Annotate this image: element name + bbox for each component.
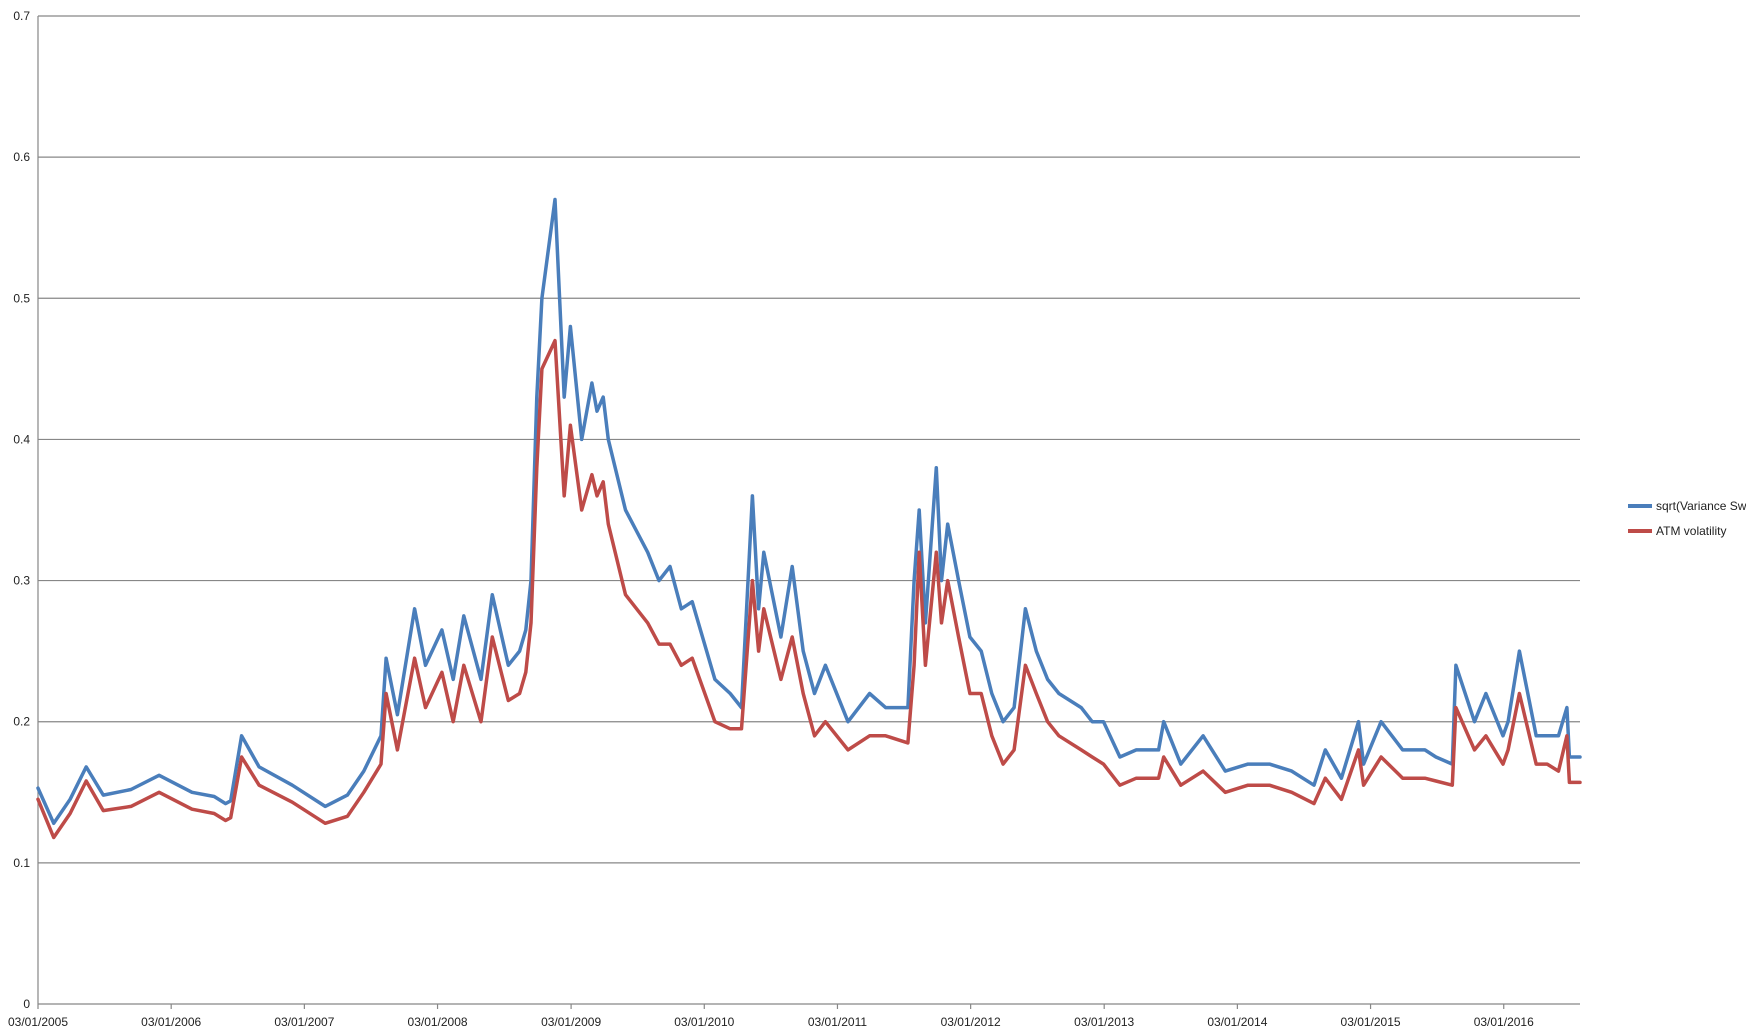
x-tick-label: 03/01/2016 xyxy=(1474,1015,1534,1029)
x-tick-label: 03/01/2007 xyxy=(274,1015,334,1029)
y-tick-label: 0.5 xyxy=(13,291,30,305)
x-tick-label: 03/01/2006 xyxy=(141,1015,201,1029)
gridlines xyxy=(38,15,1580,864)
y-tick-label: 0.6 xyxy=(13,150,30,164)
legend-label-variance-swap: sqrt(Variance Swap) xyxy=(1656,499,1746,513)
x-tick-label: 03/01/2014 xyxy=(1207,1015,1267,1029)
y-tick-label: 0.2 xyxy=(13,715,30,729)
legend: sqrt(Variance Swap) ATM volatility xyxy=(1628,499,1746,538)
x-tick-label: 03/01/2012 xyxy=(941,1015,1001,1029)
plot-area xyxy=(36,197,1582,840)
y-tick-label: 0.7 xyxy=(13,9,30,23)
axes xyxy=(37,16,1580,1009)
series-line-atm-volatility xyxy=(36,338,1582,840)
x-tick-label: 03/01/2010 xyxy=(674,1015,734,1029)
x-tick-label: 03/01/2008 xyxy=(408,1015,468,1029)
y-axis-ticks: 0 0.1 0.2 0.3 0.4 0.5 0.6 0.7 xyxy=(13,9,30,1011)
y-tick-label: 0.4 xyxy=(13,432,30,446)
x-tick-label: 03/01/2005 xyxy=(8,1015,68,1029)
x-tick-label: 03/01/2011 xyxy=(808,1015,867,1029)
x-tick-label: 03/01/2015 xyxy=(1341,1015,1401,1029)
series-line-variance-swap xyxy=(36,197,1582,826)
x-tick-label: 03/01/2009 xyxy=(541,1015,601,1029)
x-axis-ticks: 03/01/2005 03/01/2006 03/01/2007 03/01/2008… xyxy=(8,1015,1534,1029)
y-tick-label: 0 xyxy=(23,997,30,1011)
legend-label-atm-volatility: ATM volatility xyxy=(1656,524,1726,538)
y-tick-label: 0.3 xyxy=(13,574,30,588)
x-tick-label: 03/01/2013 xyxy=(1074,1015,1134,1029)
y-tick-label: 0.1 xyxy=(13,856,30,870)
